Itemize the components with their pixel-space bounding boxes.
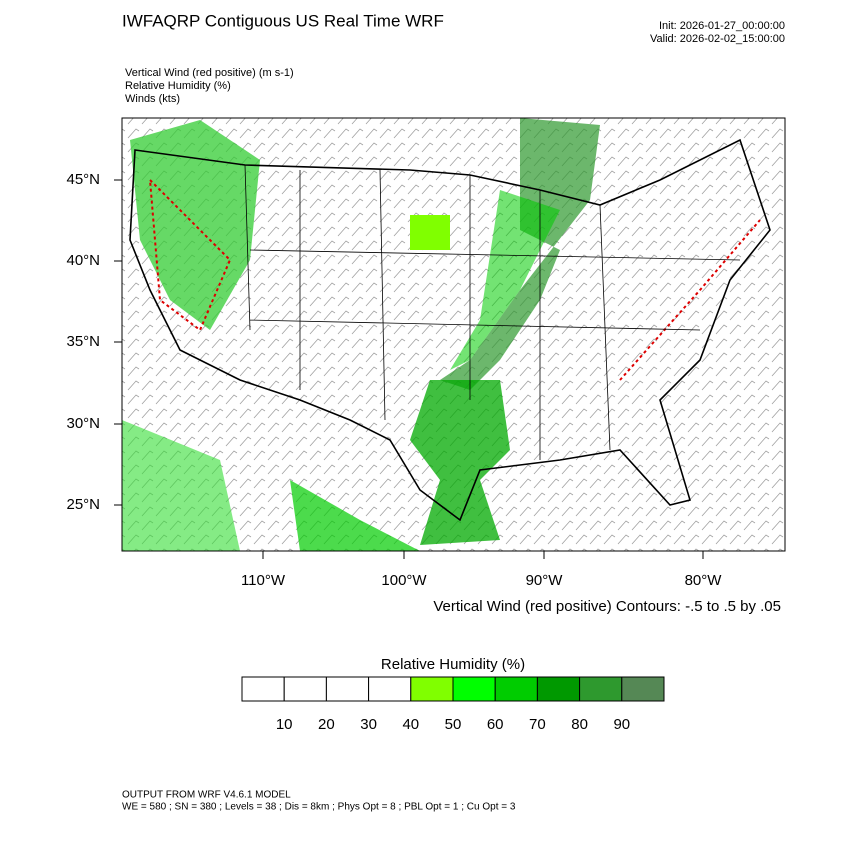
field-label: Winds (kts) [125, 93, 180, 105]
colorbar-label: 90 [613, 716, 630, 733]
lat-label: 45°N [66, 171, 100, 188]
contour-note: Vertical Wind (red positive) Contours: -… [433, 598, 781, 615]
colorbar-box [494, 676, 538, 702]
colorbar-box [452, 676, 496, 702]
footer-line: OUTPUT FROM WRF V4.6.1 MODEL [122, 790, 291, 801]
map [122, 118, 785, 551]
init-time: Init: 2026-01-27_00:00:00 [659, 20, 785, 32]
colorbar-label: 40 [402, 716, 419, 733]
lon-label: 110°W [241, 572, 286, 589]
colorbar: 10 20 30 40 50 60 70 80 90 [241, 676, 665, 733]
colorbar-label: 70 [529, 716, 546, 733]
colorbar-title: Relative Humidity (%) [381, 656, 525, 673]
colorbar-box [325, 676, 370, 702]
colorbar-box [579, 676, 623, 702]
map-frame [121, 117, 786, 552]
colorbar-box [283, 676, 327, 702]
colorbar-box [410, 676, 454, 702]
lat-label: 25°N [66, 496, 100, 513]
colorbar-box [621, 676, 665, 702]
lon-label: 90°W [526, 572, 564, 589]
lat-label: 40°N [66, 252, 100, 269]
colorbar-label: 20 [318, 716, 335, 733]
lon-label: 80°W [685, 572, 723, 589]
valid-time: Valid: 2026-02-02_15:00:00 [650, 33, 785, 45]
colorbar-label: 80 [571, 716, 588, 733]
lat-label: 35°N [66, 333, 100, 350]
field-label: Vertical Wind (red positive) (m s-1) [125, 67, 294, 79]
colorbar-box [368, 676, 412, 702]
lon-label: 100°W [381, 572, 427, 589]
colorbar-label: 10 [276, 716, 293, 733]
colorbar-label: 50 [445, 716, 462, 733]
lon-axis: 110°W 100°W 90°W 80°W [241, 551, 722, 589]
colorbar-box [536, 676, 581, 702]
colorbar-box [241, 676, 285, 702]
lat-axis: 45°N 40°N 35°N 30°N 25°N [66, 171, 122, 513]
lat-label: 30°N [66, 415, 100, 432]
title: IWFAQRP Contiguous US Real Time WRF [122, 11, 444, 30]
colorbar-label: 60 [487, 716, 504, 733]
footer-line: WE = 580 ; SN = 380 ; Levels = 38 ; Dis … [122, 802, 516, 813]
colorbar-label: 30 [360, 716, 377, 733]
field-label: Relative Humidity (%) [125, 80, 231, 92]
